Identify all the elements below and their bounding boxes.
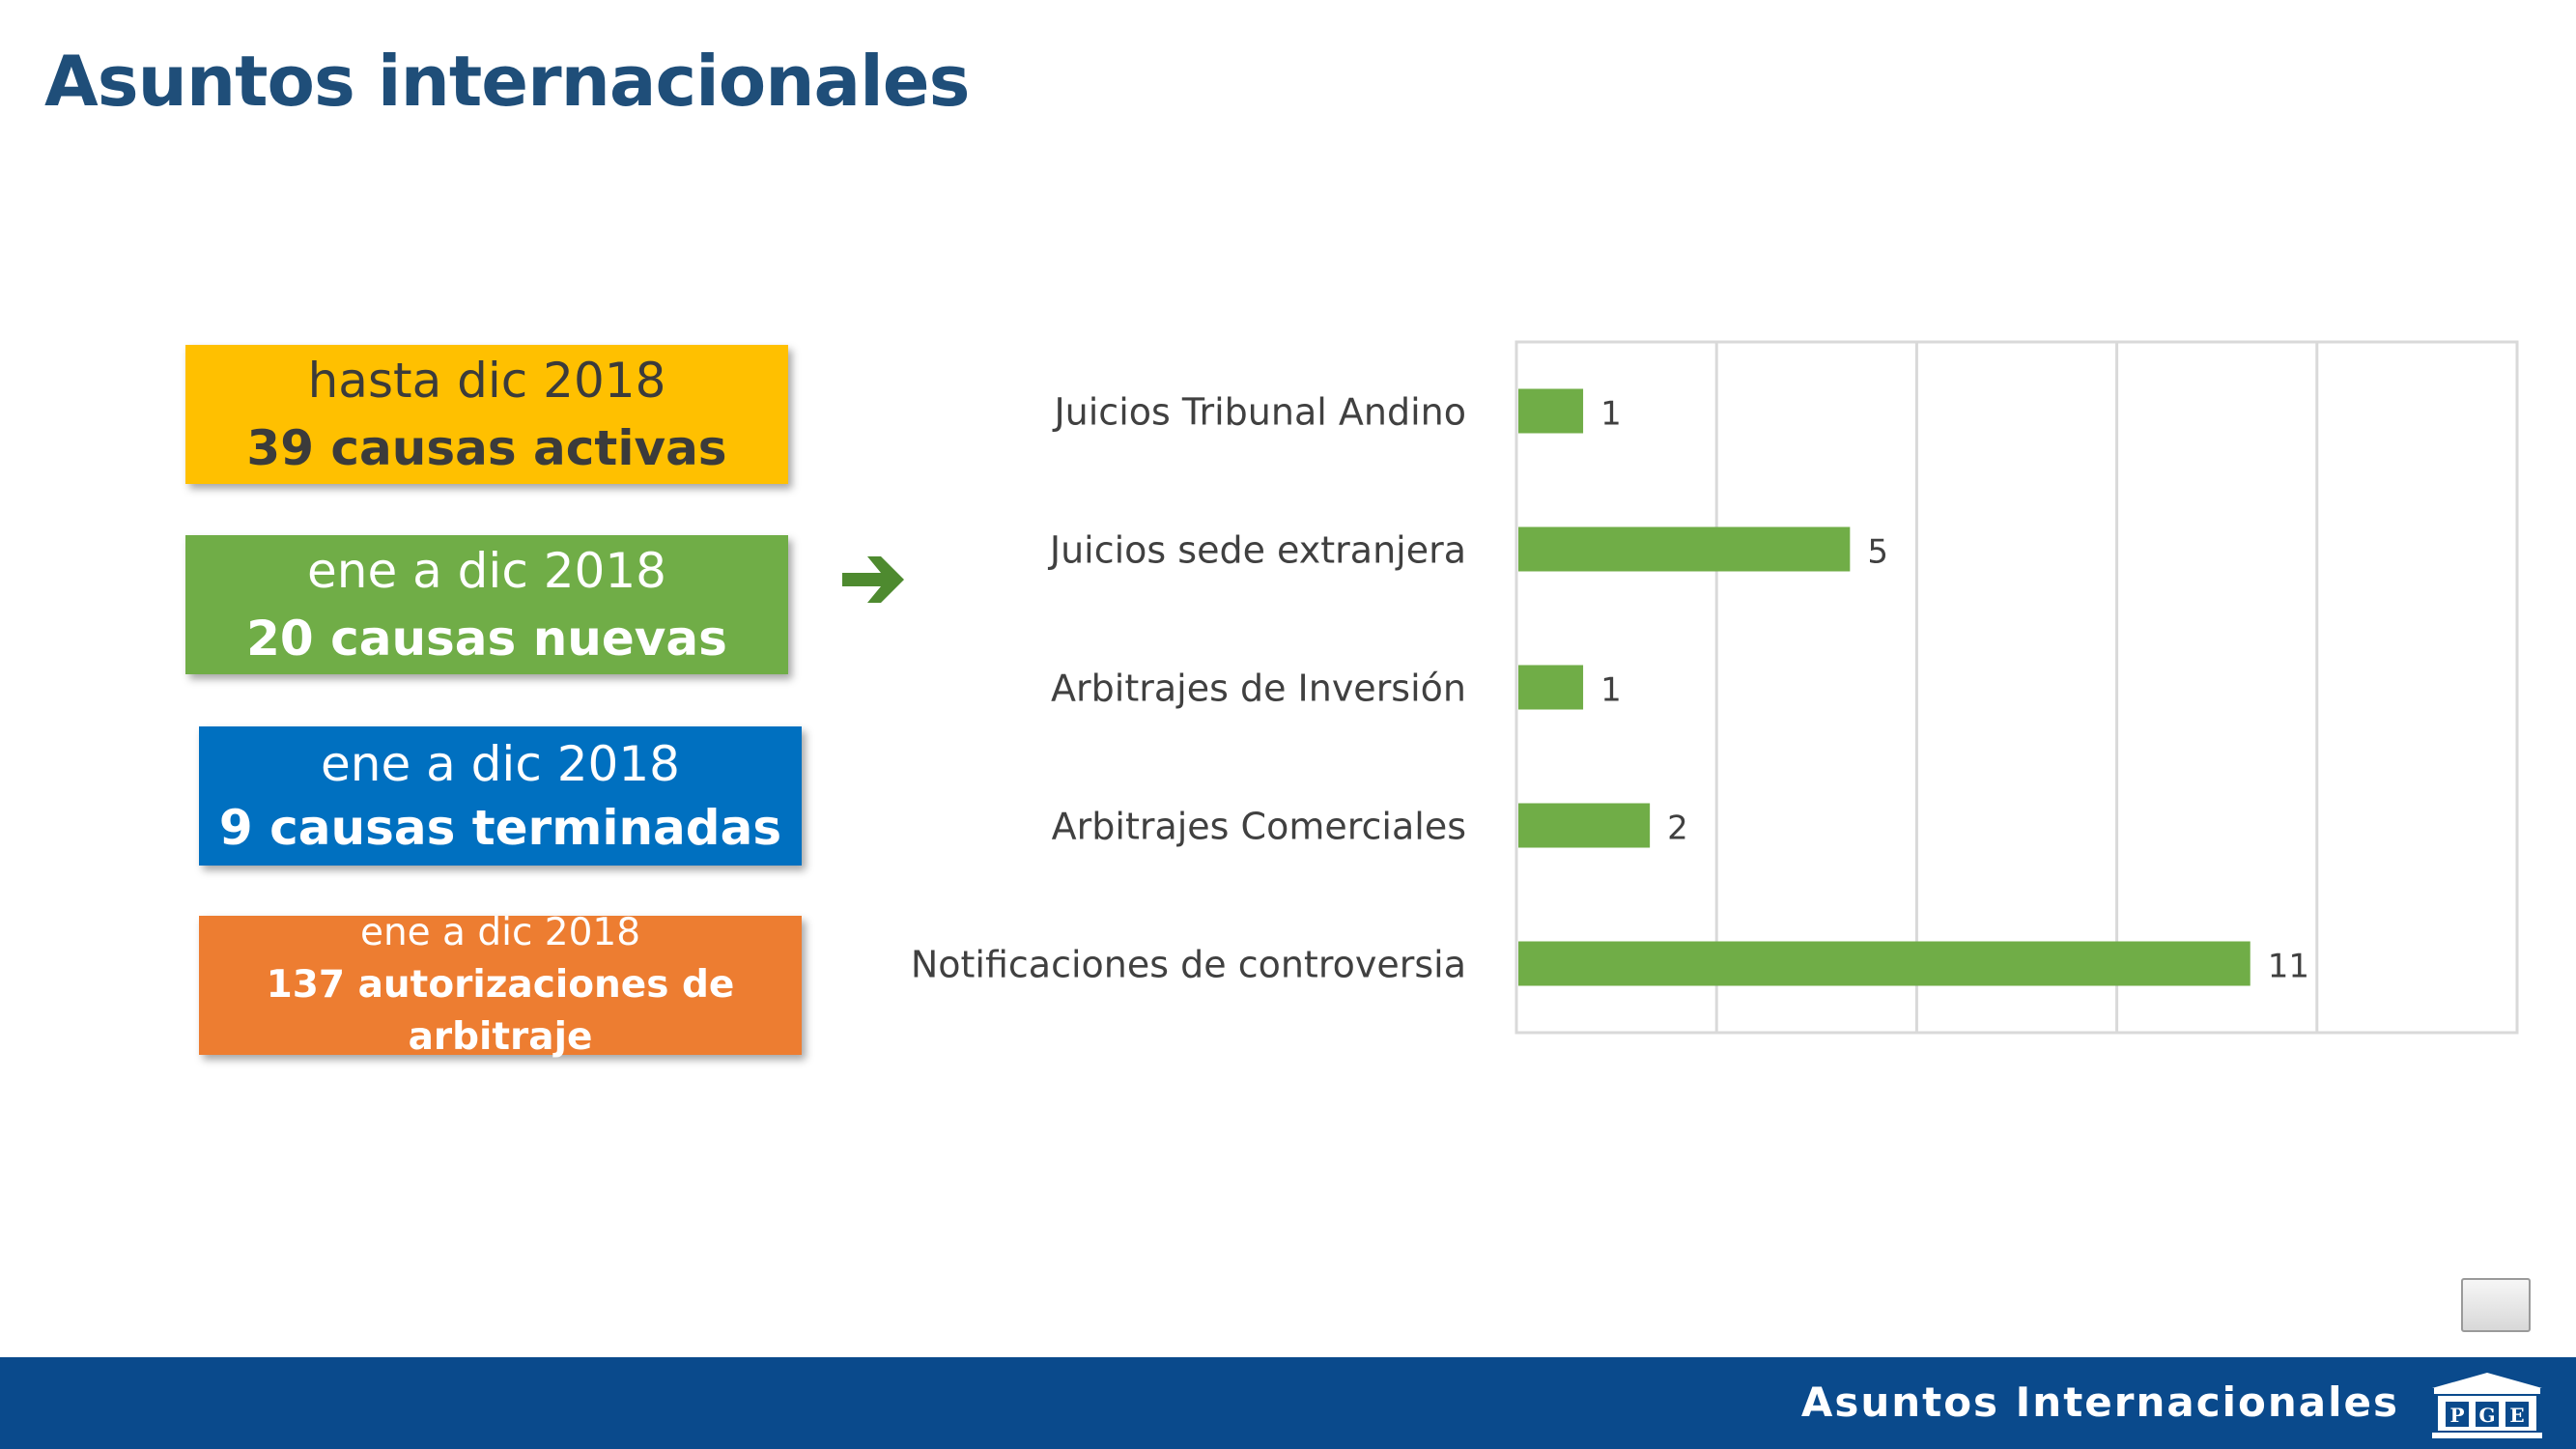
new-cases-box: ene a dic 2018 20 causas nuevas [185, 535, 788, 674]
category-label: Arbitrajes de Inversión [1051, 668, 1466, 710]
arbitration-authorizations-count: 137 autorizaciones de arbitraje [266, 963, 735, 1059]
finished-cases-period: ene a dic 2018 [321, 736, 680, 792]
footer-bar: Asuntos Internacionales P G E [0, 1357, 2576, 1449]
slide-nav-button[interactable] [2461, 1278, 2531, 1332]
data-label: 1 [1600, 671, 1622, 710]
category-label: Arbitrajes Comerciales [1052, 806, 1466, 848]
category-label: Notificaciones de controversia [911, 944, 1466, 986]
bar [1518, 941, 2250, 986]
finished-cases-count: 9 causas terminadas [218, 800, 782, 856]
arrow-right-icon [842, 556, 904, 603]
logo-letter-p: P [2449, 1404, 2464, 1427]
arbitration-authorizations-period: ene a dic 2018 [359, 911, 641, 954]
bar [1518, 665, 1584, 710]
bar [1518, 526, 1851, 572]
logo-letter-g: G [2478, 1404, 2495, 1427]
active-cases-box: hasta dic 2018 39 causas activas [185, 345, 788, 484]
plot-area [1514, 340, 2519, 1035]
bar [1518, 803, 1651, 848]
new-cases-period: ene a dic 2018 [307, 543, 666, 599]
category-label: Juicios Tribunal Andino [1052, 391, 1466, 434]
data-label: 2 [1667, 810, 1688, 848]
footer-label: Asuntos Internacionales [1800, 1378, 2399, 1426]
logo-letter-e: E [2509, 1404, 2524, 1427]
data-label: 11 [2268, 948, 2309, 986]
bar [1518, 388, 1584, 434]
finished-cases-box: ene a dic 2018 9 causas terminadas [199, 726, 802, 866]
new-cases-count: 20 causas nuevas [246, 611, 727, 667]
category-label: Juicios sede extranjera [1048, 529, 1466, 572]
data-label: 5 [1867, 533, 1888, 572]
data-label: 1 [1600, 395, 1622, 434]
active-cases-period: hasta dic 2018 [307, 353, 666, 409]
page-title: Asuntos internacionales [44, 41, 970, 122]
building-logo-icon: P G E [2432, 1373, 2542, 1438]
arbitration-authorizations-box: ene a dic 2018 137 autorizaciones de arb… [199, 911, 802, 1059]
active-cases-count: 39 causas activas [246, 420, 727, 476]
